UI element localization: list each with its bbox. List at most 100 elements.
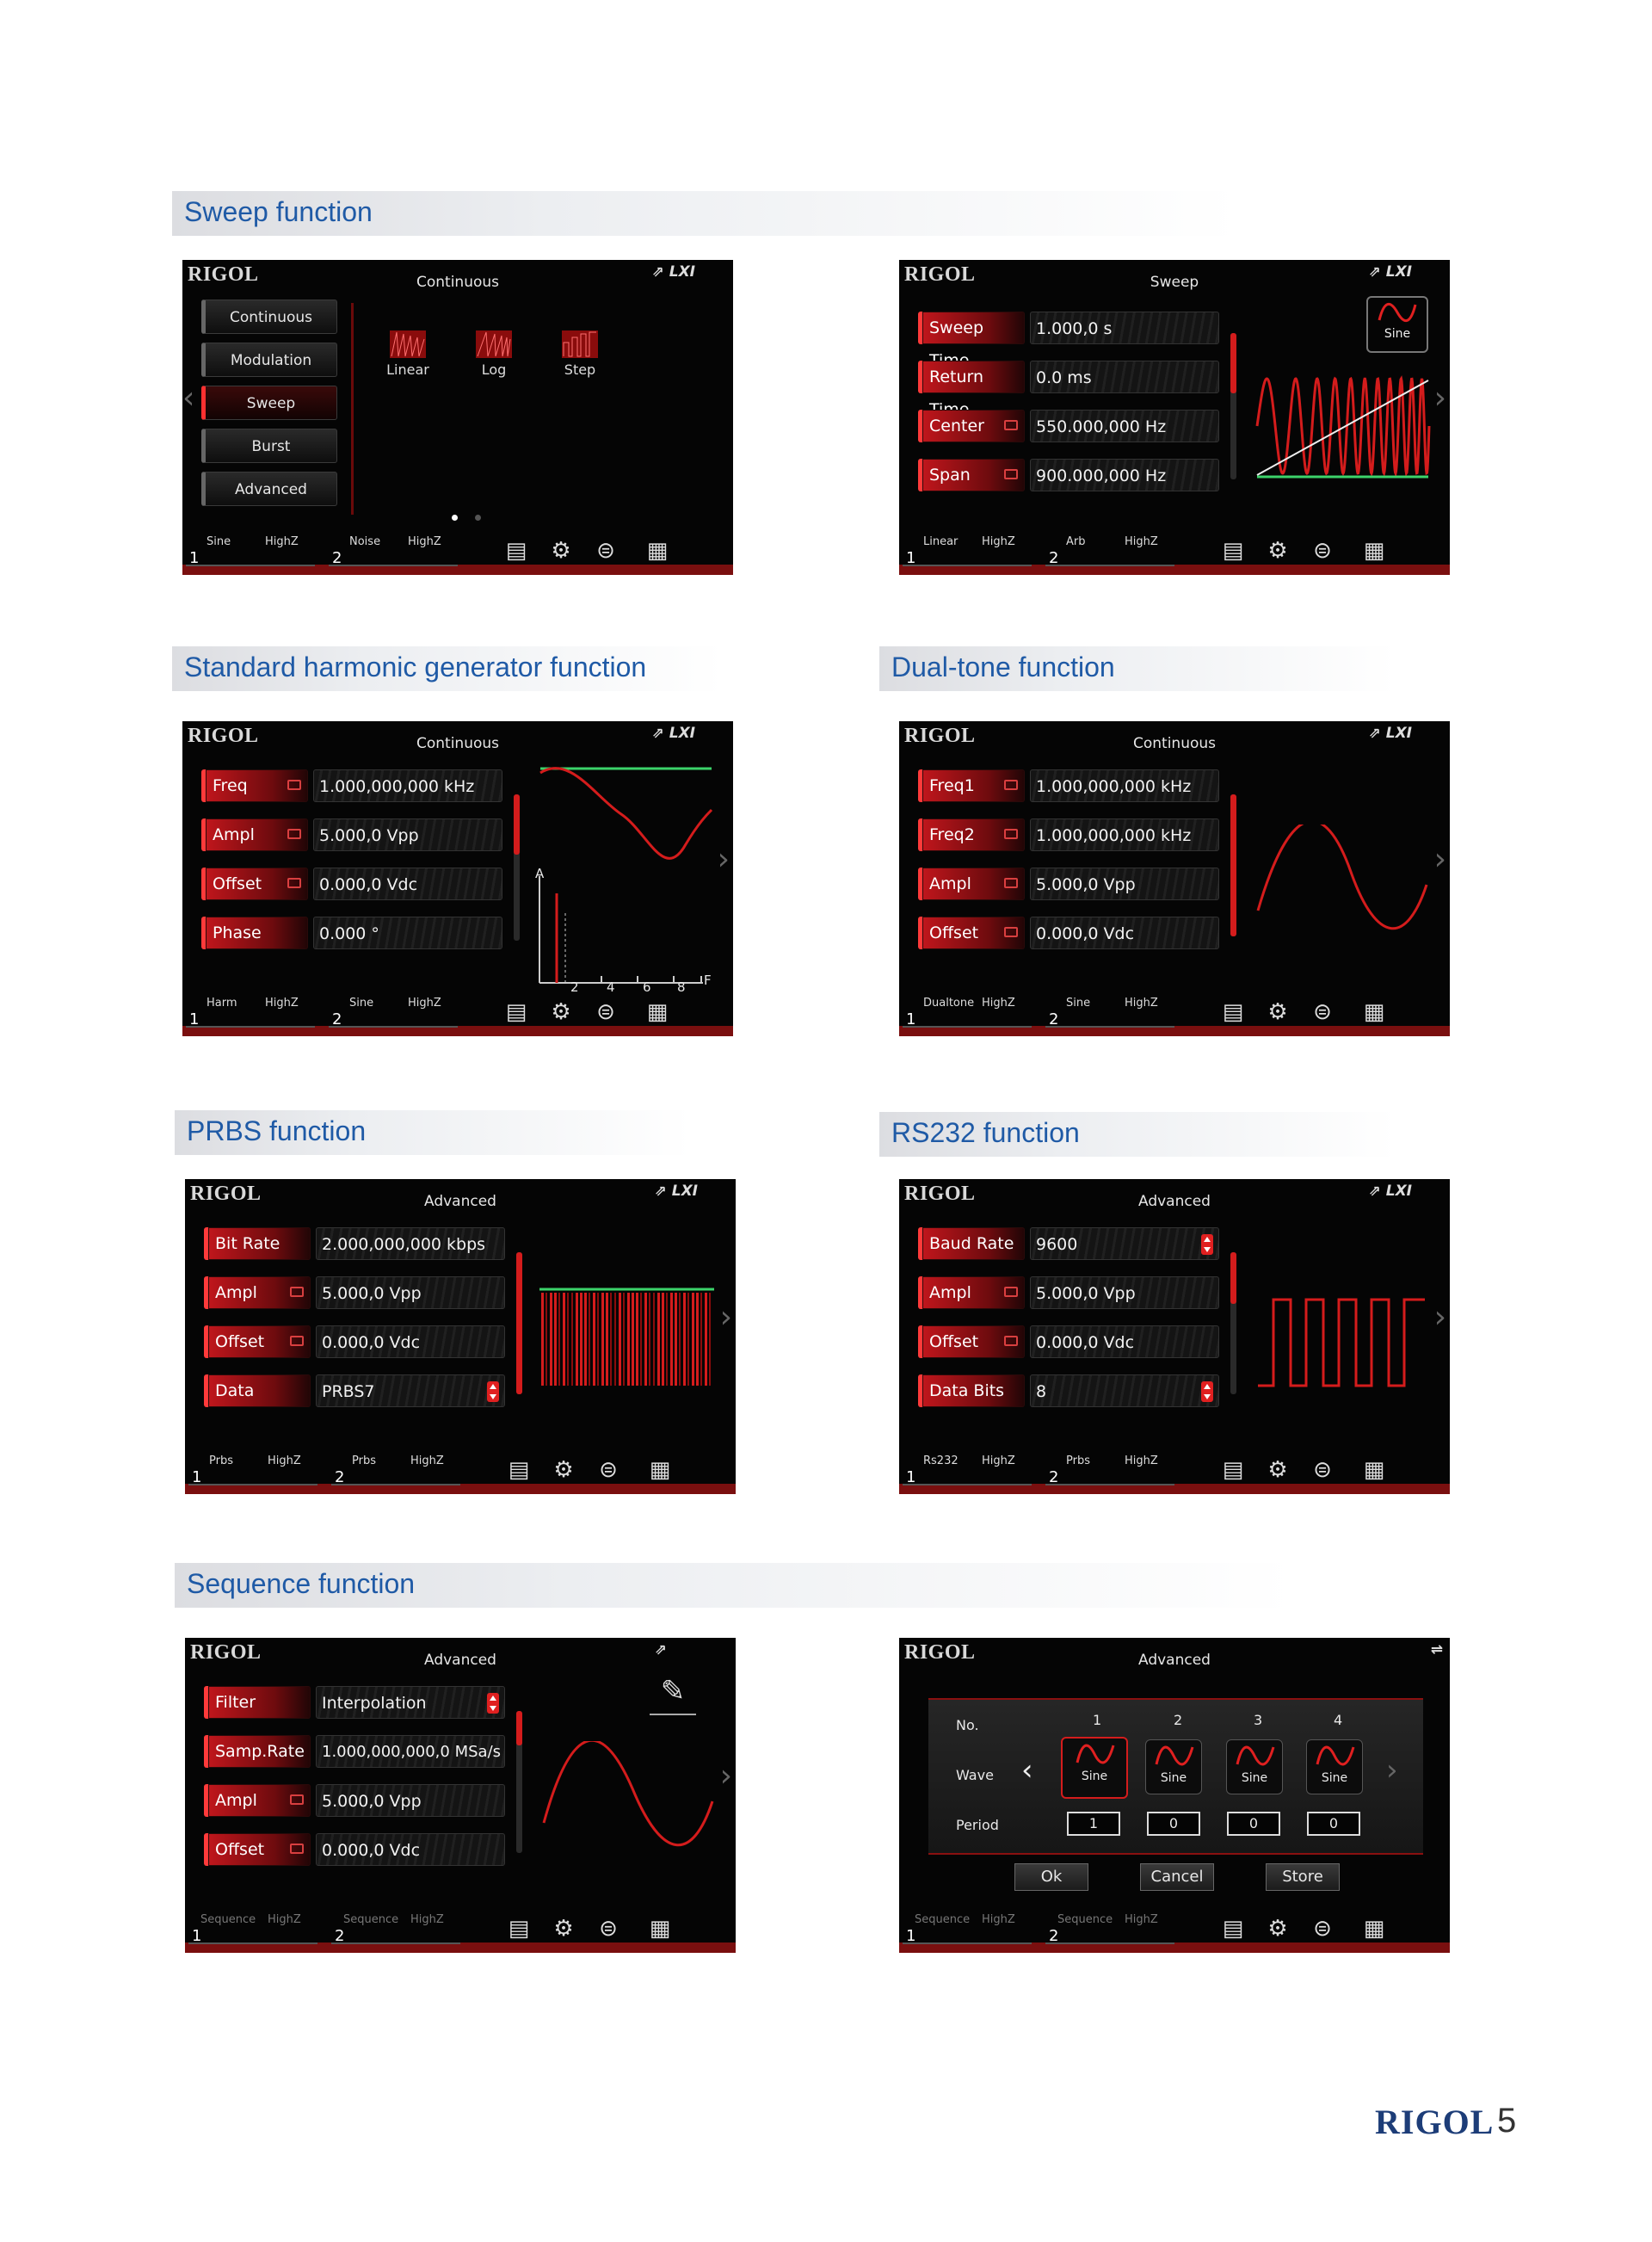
document-icon[interactable]: ▤ (1222, 1457, 1244, 1483)
channel-2-tab[interactable]: 2 Prbs HighZ (331, 1455, 460, 1486)
param-ampl[interactable]: Ampl 5.000,0 Vpp (204, 1276, 509, 1312)
param-value[interactable]: 5.000,0 Vpp (313, 818, 502, 851)
param-offset[interactable]: Offset 0.000,0 Vdc (918, 917, 1224, 953)
printer-icon[interactable]: ▦ (646, 999, 669, 1025)
channel-1-tab[interactable]: 1 Linear HighZ (903, 535, 1032, 567)
printer-icon[interactable]: ▦ (646, 538, 669, 564)
cancel-button[interactable]: Cancel (1140, 1863, 1214, 1891)
scrollbar[interactable] (514, 794, 520, 941)
sweep-step-option[interactable]: Step (554, 330, 606, 378)
printer-icon[interactable]: ▦ (1363, 1457, 1385, 1483)
param-value[interactable]: 1.000,000,000 kHz (313, 769, 502, 802)
param-return-time[interactable]: Return Time0.0 ms (918, 361, 1224, 419)
gear-icon[interactable]: ⚙ (551, 999, 571, 1025)
document-icon[interactable]: ▤ (505, 999, 527, 1025)
document-icon[interactable]: ▤ (508, 1457, 530, 1483)
gear-icon[interactable]: ⚙ (1267, 538, 1288, 564)
chevron-right-icon[interactable]: › (719, 1300, 732, 1335)
gear-icon[interactable]: ⚙ (553, 1916, 574, 1942)
param-freq1[interactable]: Freq1 1.000,000,000 kHz (918, 769, 1224, 806)
param-value[interactable]: 0.000,0 Vdc (316, 1833, 505, 1866)
period-input[interactable]: 1 (1067, 1812, 1120, 1836)
param-bit-rate[interactable]: Bit Rate 2.000,000,000 kbps (204, 1227, 509, 1263)
sync-icon[interactable]: ⊜ (1313, 999, 1332, 1025)
spinner-icon[interactable] (487, 1381, 499, 1402)
param-span[interactable]: Span 900.000,000 Hz (918, 459, 1224, 495)
channel-2-tab[interactable]: 2 Noise HighZ (329, 535, 458, 567)
param-ampl[interactable]: Ampl 5.000,0 Vpp (918, 868, 1224, 904)
channel-1-tab[interactable]: 1 Sequence HighZ (188, 1913, 317, 1945)
wave-cell[interactable]: Sine (1061, 1737, 1128, 1799)
store-button[interactable]: Store (1266, 1863, 1340, 1891)
spinner-icon[interactable] (1201, 1234, 1213, 1255)
channel-1-tab[interactable]: 1 Dualtone HighZ (903, 997, 1032, 1028)
wave-cell[interactable]: Sine (1226, 1739, 1283, 1794)
printer-icon[interactable]: ▦ (1363, 538, 1385, 564)
param-value[interactable]: 550.000,000 Hz (1030, 410, 1219, 442)
gear-icon[interactable]: ⚙ (551, 538, 571, 564)
param-value[interactable]: 5.000,0 Vpp (1030, 1276, 1219, 1309)
wave-cell[interactable]: Sine (1145, 1739, 1202, 1794)
param-sweep-time[interactable]: Sweep Time1.000,0 s (918, 312, 1224, 370)
param-filter[interactable]: Filter Interpolation (204, 1686, 509, 1722)
gear-icon[interactable]: ⚙ (1267, 1457, 1288, 1483)
chevron-right-icon[interactable]: › (1433, 380, 1446, 416)
channel-1-tab[interactable]: 1 Sequence HighZ (903, 1913, 1032, 1945)
channel-1-tab[interactable]: 1 Sine HighZ (186, 535, 315, 567)
ok-button[interactable]: Ok (1014, 1863, 1088, 1891)
param-samp-rate[interactable]: Samp.Rate 1.000,000,000,0 MSa/s (204, 1735, 509, 1771)
document-icon[interactable]: ▤ (505, 538, 527, 564)
wave-cell[interactable]: Sine (1306, 1739, 1363, 1794)
document-icon[interactable]: ▤ (1222, 1916, 1244, 1942)
menu-sweep[interactable]: Sweep (201, 386, 337, 420)
param-value[interactable]: 0.000,0 Vdc (313, 868, 502, 900)
gear-icon[interactable]: ⚙ (1267, 999, 1288, 1025)
sync-icon[interactable]: ⊜ (596, 538, 615, 564)
channel-2-tab[interactable]: 2 Sine HighZ (1045, 997, 1174, 1028)
param-phase[interactable]: Phase 0.000 ° (201, 917, 507, 953)
spinner-icon[interactable] (1201, 1381, 1213, 1402)
scrollbar[interactable] (1230, 794, 1236, 936)
menu-modulation[interactable]: Modulation (201, 343, 337, 377)
param-ampl[interactable]: Ampl 5.000,0 Vpp (918, 1276, 1224, 1312)
printer-icon[interactable]: ▦ (649, 1457, 671, 1483)
channel-2-tab[interactable]: 2 Arb HighZ (1045, 535, 1174, 567)
spinner-icon[interactable] (487, 1693, 499, 1714)
param-ampl[interactable]: Ampl 5.000,0 Vpp (201, 818, 507, 855)
sync-icon[interactable]: ⊜ (596, 999, 615, 1025)
menu-burst[interactable]: Burst (201, 429, 337, 463)
scrollbar[interactable] (1230, 1252, 1236, 1394)
sweep-log-option[interactable]: Log (468, 330, 520, 378)
document-icon[interactable]: ▤ (508, 1916, 530, 1942)
sync-icon[interactable]: ⊜ (1313, 1916, 1332, 1942)
channel-2-tab[interactable]: 2 Prbs HighZ (1045, 1455, 1174, 1486)
scrollbar[interactable] (516, 1252, 522, 1394)
channel-2-tab[interactable]: 2 Sequence HighZ (331, 1913, 460, 1945)
param-value[interactable]: 2.000,000,000 kbps (316, 1227, 505, 1260)
param-center[interactable]: Center 550.000,000 Hz (918, 410, 1224, 446)
sync-icon[interactable]: ⊜ (1313, 538, 1332, 564)
param-value[interactable]: 1.000,000,000 kHz (1030, 769, 1219, 802)
param-value[interactable]: 5.000,0 Vpp (316, 1276, 505, 1309)
menu-advanced[interactable]: Advanced (201, 472, 337, 506)
chevron-left-icon[interactable]: ‹ (1021, 1753, 1033, 1788)
sync-icon[interactable]: ⊜ (1313, 1457, 1332, 1483)
printer-icon[interactable]: ▦ (1363, 999, 1385, 1025)
param-freq2[interactable]: Freq2 1.000,000,000 kHz (918, 818, 1224, 855)
param-value[interactable]: 0.000,0 Vdc (1030, 1325, 1219, 1358)
param-value[interactable]: 5.000,0 Vpp (1030, 868, 1219, 900)
param-value[interactable]: 0.000,0 Vdc (316, 1325, 505, 1358)
param-value[interactable]: 0.000,0 Vdc (1030, 917, 1219, 949)
param-freq[interactable]: Freq 1.000,000,000 kHz (201, 769, 507, 806)
gear-icon[interactable]: ⚙ (1267, 1916, 1288, 1942)
period-input[interactable]: 0 (1147, 1812, 1200, 1836)
param-data[interactable]: Data PRBS7 (204, 1374, 509, 1411)
channel-1-tab[interactable]: 1 Harm HighZ (186, 997, 315, 1028)
param-value[interactable]: 0.000 ° (313, 917, 502, 949)
chevron-left-icon[interactable]: ‹ (182, 380, 195, 416)
param-value[interactable]: 900.000,000 Hz (1030, 459, 1219, 491)
period-input[interactable]: 0 (1307, 1812, 1360, 1836)
menu-continuous[interactable]: Continuous (201, 300, 337, 334)
param-baud-rate[interactable]: Baud Rate 9600 (918, 1227, 1224, 1263)
chevron-right-icon[interactable]: › (717, 842, 730, 877)
